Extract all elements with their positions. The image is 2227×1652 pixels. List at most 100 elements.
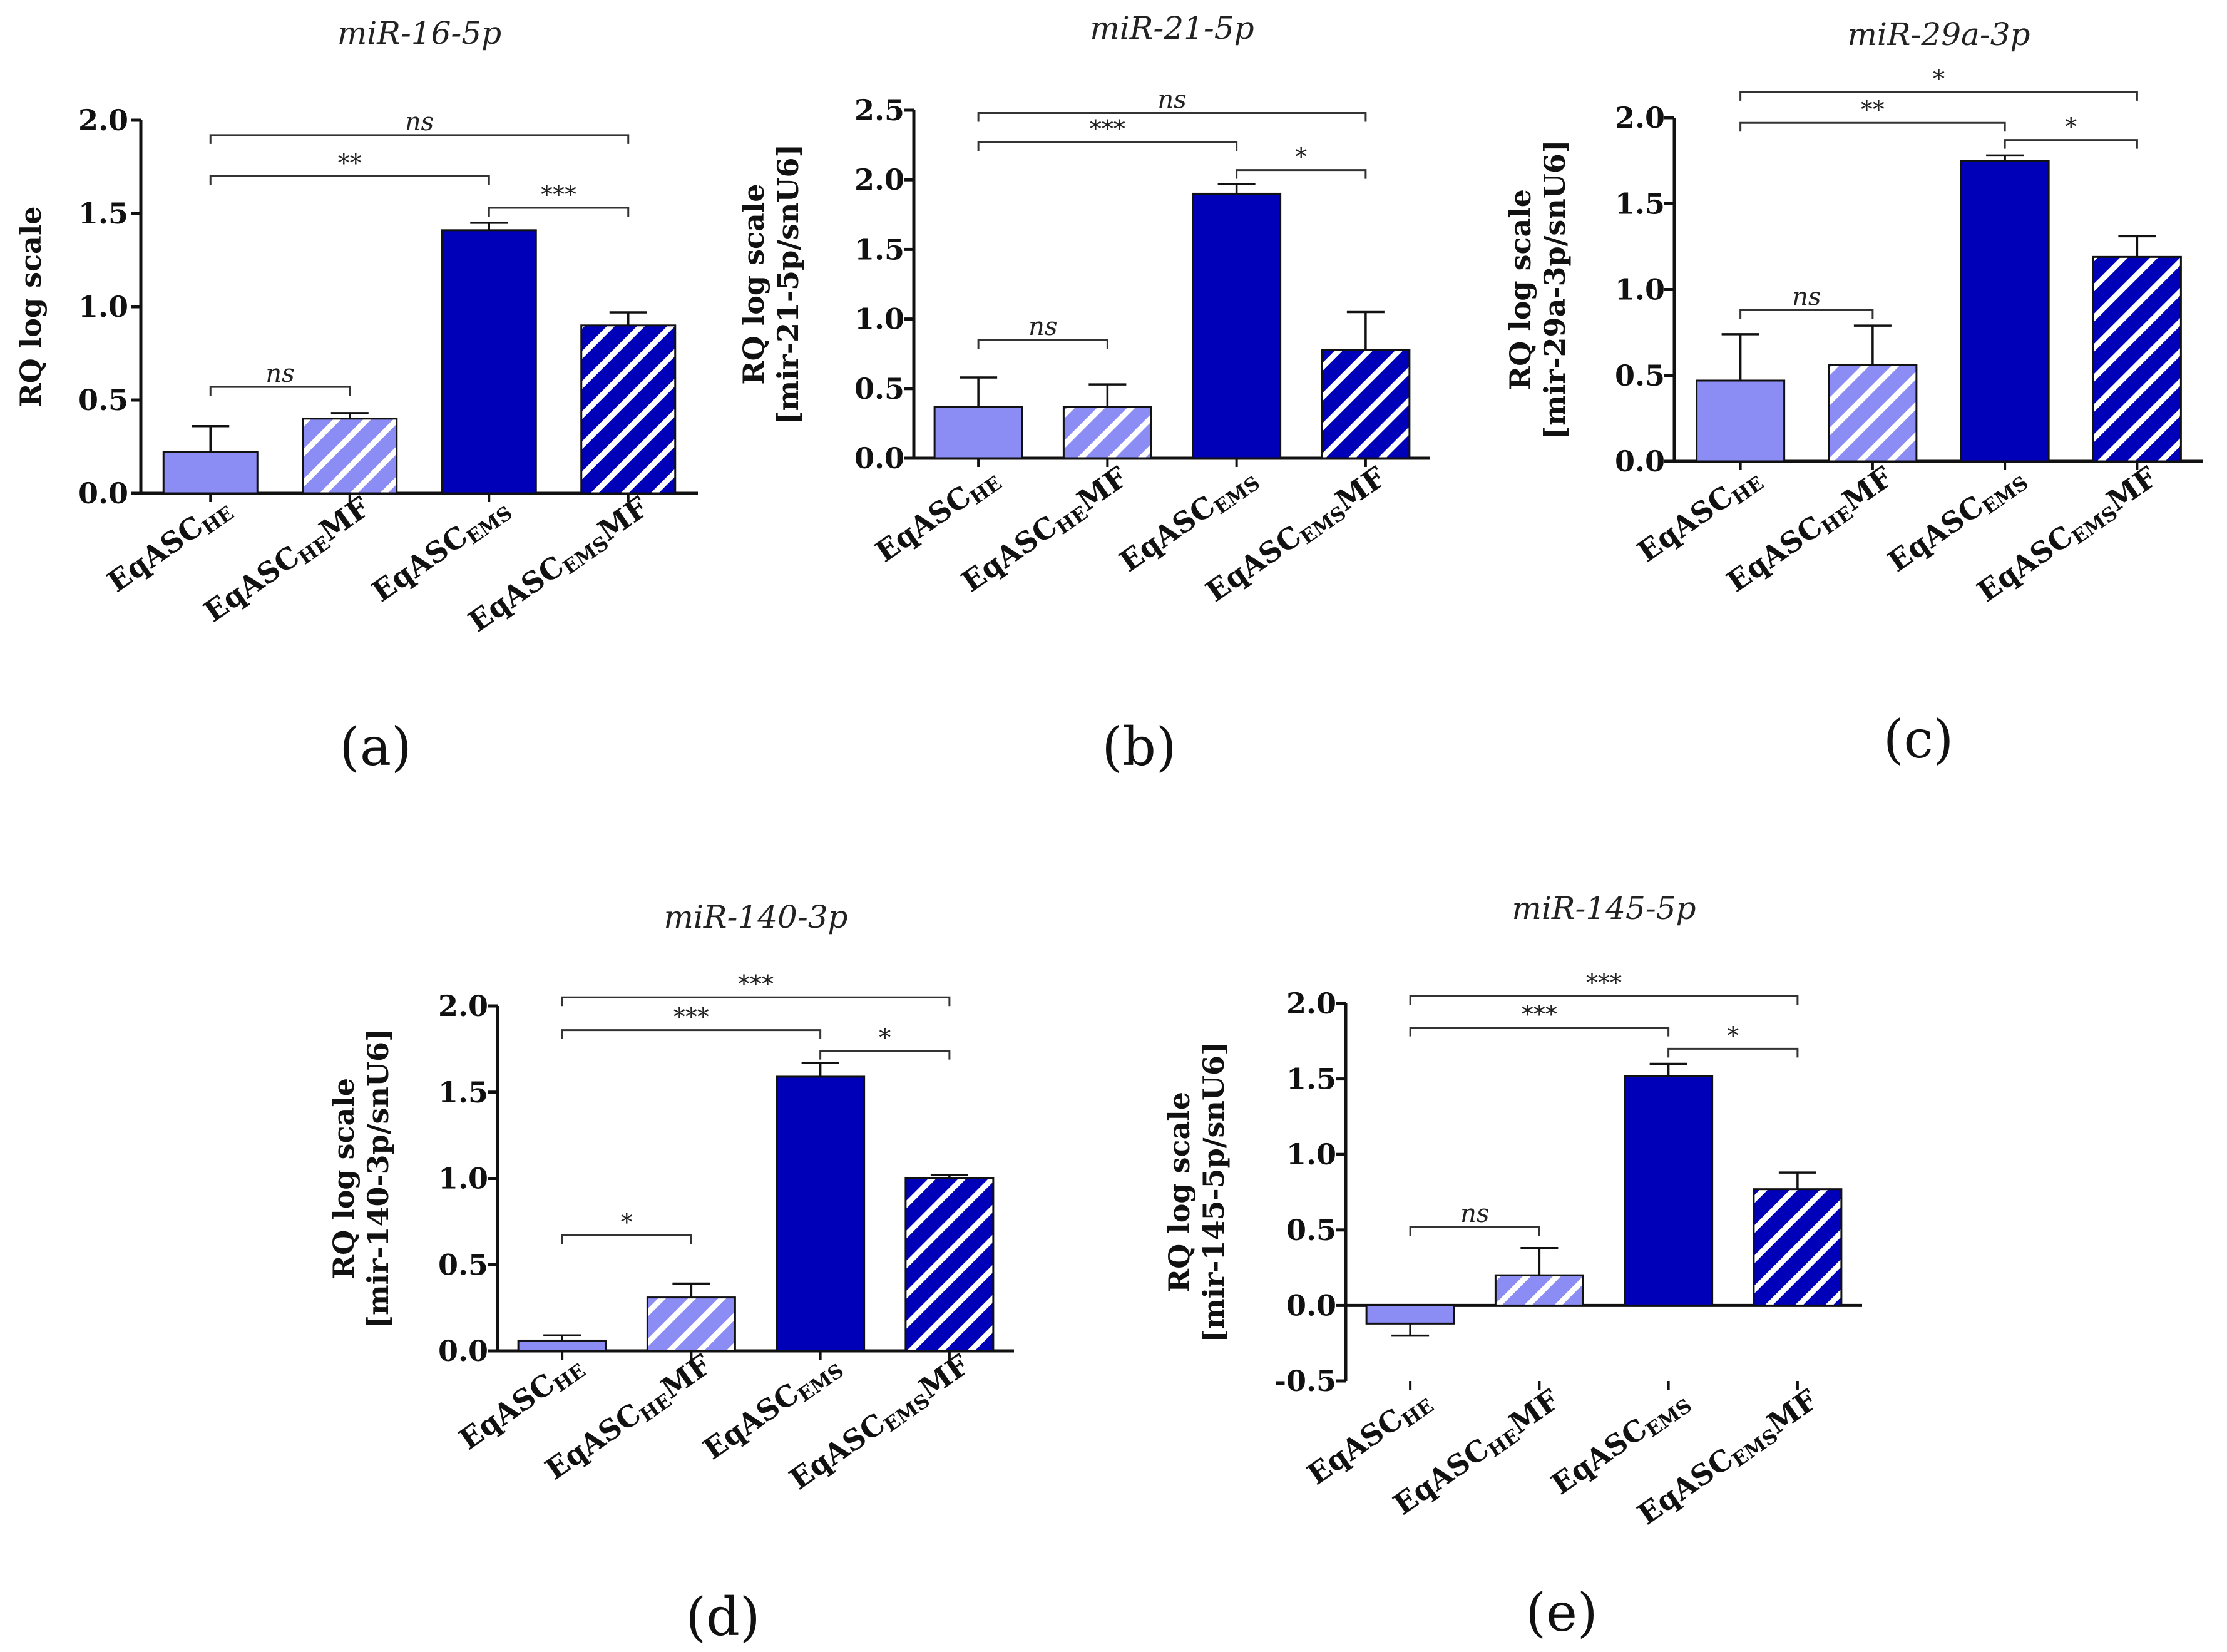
significance-bracket: [561, 1234, 692, 1244]
y-axis-label: RQ log scale: [1162, 1092, 1196, 1293]
panel-label: (e): [1525, 1582, 1597, 1643]
y-tick-label: 0.0: [78, 476, 128, 510]
x-category-label: EqASCEMSMF: [783, 1348, 977, 1499]
y-tick-label: 2.0: [1615, 101, 1665, 135]
significance-label: ns: [405, 108, 434, 136]
bar-EqASCHE: [517, 1339, 607, 1352]
y-tick-label: 1.5: [78, 197, 128, 230]
significance-bracket: [488, 207, 630, 217]
bar-EqASCEMS: [441, 229, 537, 495]
significance-label: ns: [1028, 312, 1057, 341]
y-tick-label: 0.5: [438, 1248, 488, 1281]
y-tick-label: 1.5: [1286, 1062, 1336, 1096]
significance-label: *: [621, 1208, 633, 1236]
significance-bracket: [1739, 121, 2006, 132]
significance-bracket: [209, 386, 351, 396]
y-tick-label: 2.0: [1286, 987, 1336, 1020]
significance-bracket: [1236, 169, 1367, 179]
significance-label: **: [1861, 96, 1885, 123]
bar-EqASCHE: [1365, 1304, 1455, 1325]
significance-label: ***: [738, 970, 774, 998]
bar-EqASCEMSMF: [2092, 255, 2182, 463]
significance-label: *: [1727, 1022, 1739, 1049]
significance-bracket: [1739, 91, 2138, 101]
significance-bracket: [1409, 1027, 1670, 1037]
significance-label: ns: [1792, 282, 1821, 311]
y-axis-label: [mir-21-5p/snU6]: [771, 144, 805, 425]
y-axis-label: RQ log scale: [737, 183, 770, 384]
x-category-label: EqASCEMSMF: [1971, 460, 2165, 612]
panel-label: (d): [685, 1586, 760, 1648]
y-tick-label: 0.5: [1615, 359, 1665, 392]
y-tick-label: 0.0: [854, 441, 904, 475]
panel-label: (a): [339, 716, 412, 777]
significance-bracket: [209, 175, 490, 185]
y-tick-label: 1.5: [1615, 187, 1665, 220]
y-tick-label: 0.5: [854, 372, 904, 406]
bar-EqASCHEMF: [302, 418, 398, 495]
significance-label: ns: [1157, 85, 1186, 114]
chart-panel-4: miR-145-5p RQ log scale [mir-145-5p/snU6] -…: [1162, 890, 1862, 1643]
significance-label: ***: [1522, 1001, 1557, 1029]
bar-EqASCEMS: [776, 1075, 866, 1352]
significance-bracket: [2004, 139, 2138, 149]
significance-bracket: [209, 134, 630, 144]
x-category-label: EqASCEMSMF: [1199, 460, 1393, 612]
bar-EqASCEMS: [1624, 1075, 1714, 1306]
bar-EqASCHE: [162, 451, 259, 495]
significance-bracket: [1409, 995, 1799, 1005]
significance-label: *: [1933, 65, 1945, 93]
y-axis-label: [mir-29a-3p/snU6]: [1538, 140, 1572, 439]
y-tick-label: 2.0: [438, 989, 488, 1023]
y-tick-label: -0.5: [1274, 1364, 1336, 1398]
significance-label: *: [1295, 143, 1307, 171]
bar-EqASCEMS: [1960, 160, 2050, 463]
significance-bracket: [561, 1029, 822, 1039]
chart-title: miR-145-5p: [1512, 890, 1696, 926]
significance-label: *: [879, 1024, 891, 1052]
significance-bracket: [977, 111, 1367, 122]
x-category-label: EqASCEMSMF: [1631, 1383, 1825, 1534]
significance-label: ns: [1460, 1199, 1489, 1228]
y-tick-label: 1.0: [438, 1162, 488, 1196]
chart-panel-2: miR-29a-3p RQ log scale [mir-29a-3p/snU6] 0…: [1503, 16, 2203, 770]
chart-panel-3: miR-140-3p RQ log scale [mir-140-3p/snU6] 0…: [327, 899, 1014, 1648]
chart-title: miR-29a-3p: [1847, 16, 2030, 53]
significance-label: ***: [1090, 115, 1125, 143]
y-tick-label: 1.0: [78, 290, 128, 324]
significance-bracket: [1667, 1047, 1799, 1058]
y-tick-label: 1.5: [438, 1075, 488, 1109]
bar-EqASCHEMF: [1494, 1274, 1584, 1306]
bar-EqASCEMSMF: [1321, 349, 1411, 459]
y-axis-label: [mir-145-5p/snU6]: [1197, 1042, 1231, 1343]
bar-EqASCHE: [933, 406, 1023, 459]
y-tick-label: 2.0: [78, 103, 128, 137]
chart-title: miR-21-5p: [1090, 10, 1254, 46]
y-tick-label: 2.5: [854, 93, 904, 127]
bar-EqASCHEMF: [1828, 364, 1918, 463]
y-axis-label: RQ log scale: [14, 206, 48, 407]
significance-bracket: [819, 1050, 951, 1060]
y-tick-label: 0.0: [1286, 1288, 1336, 1322]
chart-title: miR-140-3p: [663, 899, 847, 935]
y-axis-label: [mir-140-3p/snU6]: [361, 1028, 395, 1329]
significance-bracket: [977, 339, 1108, 349]
y-tick-label: 0.5: [1286, 1213, 1336, 1247]
y-tick-label: 2.0: [854, 163, 904, 197]
significance-bracket: [1409, 1226, 1540, 1236]
panel-label: (b): [1102, 716, 1176, 777]
bar-EqASCEMS: [1192, 192, 1282, 459]
y-axis-label: RQ log scale: [327, 1078, 361, 1279]
significance-label: ***: [541, 181, 576, 208]
bar-EqASCHEMF: [1062, 406, 1152, 459]
panel-label: (c): [1883, 709, 1954, 770]
bar-EqASCHE: [1696, 379, 1786, 463]
chart-title: miR-16-5p: [337, 15, 501, 51]
significance-bracket: [1739, 309, 1874, 319]
y-tick-label: 1.0: [1286, 1137, 1336, 1171]
significance-bracket: [561, 996, 951, 1007]
y-tick-label: 0.0: [438, 1334, 488, 1368]
y-tick-label: 1.5: [854, 232, 904, 266]
